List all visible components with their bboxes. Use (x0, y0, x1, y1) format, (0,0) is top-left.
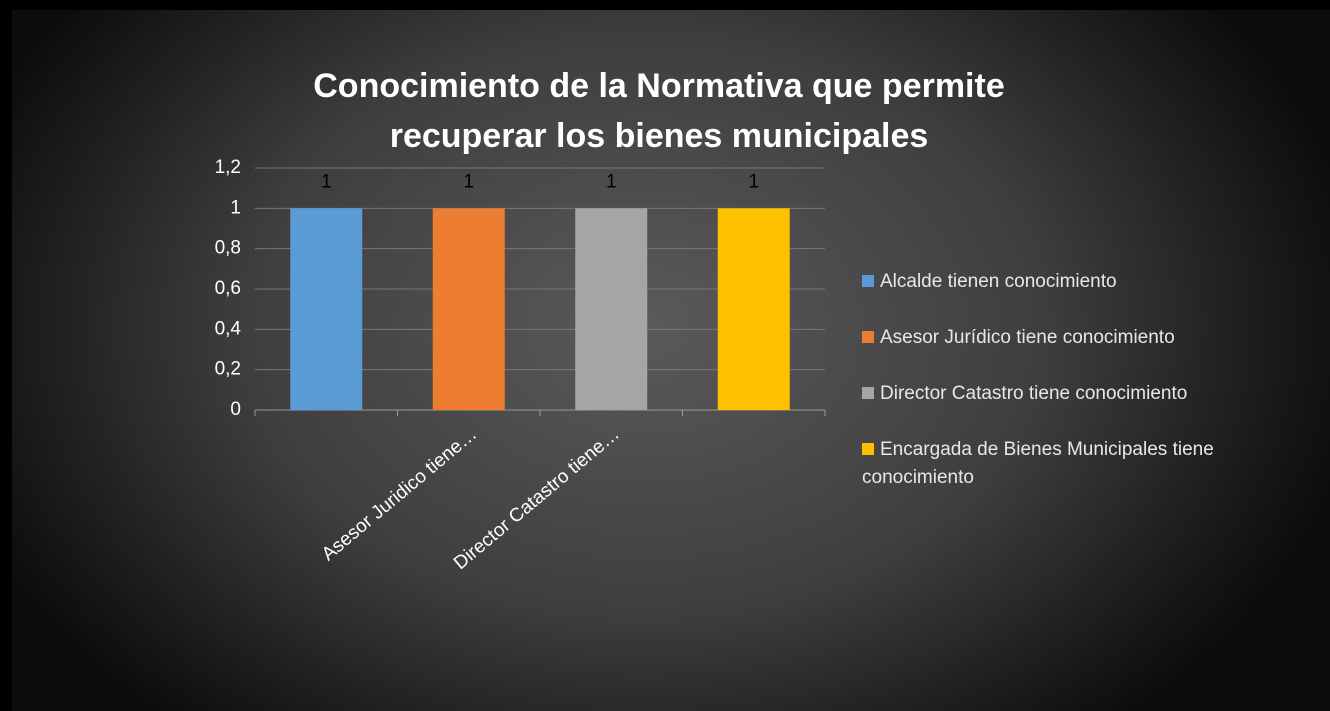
legend-swatch (862, 443, 874, 455)
chart: Conocimiento de la Normativa que permite… (12, 10, 1330, 711)
bar (575, 208, 648, 410)
y-tick-label: 1,2 (215, 157, 241, 178)
bar (717, 208, 790, 410)
y-tick-label: 1 (230, 197, 241, 218)
legend-item: Director Catastro tiene conocimiento (862, 380, 1232, 408)
legend-label: Alcalde tienen conocimiento (880, 271, 1117, 292)
bar (290, 208, 363, 410)
legend-label: Asesor Jurídico tiene conocimiento (880, 327, 1175, 348)
y-tick-label: 0,6 (215, 278, 241, 299)
legend-swatch (862, 331, 874, 343)
chart-title: Conocimiento de la Normativa que permite… (313, 67, 1004, 155)
y-tick-label: 0,4 (215, 318, 242, 339)
plot: Conocimiento de la Normativa que permite… (215, 67, 1005, 574)
legend-swatch (862, 387, 874, 399)
y-tick-label: 0,8 (215, 238, 241, 259)
legend: Alcalde tienen conocimiento Asesor Jurídi… (862, 268, 1232, 520)
data-label: 1 (321, 171, 332, 192)
y-tick-label: 0,2 (215, 359, 241, 380)
x-tick-label: Asesor Juridico tiene… (318, 424, 481, 566)
legend-swatch (862, 275, 874, 287)
data-label: 1 (606, 171, 617, 192)
bar (432, 208, 505, 410)
y-tick-label: 0 (230, 399, 241, 420)
legend-item: Asesor Jurídico tiene conocimiento (862, 324, 1232, 352)
legend-label: Encargada de Bienes Municipales tiene co… (862, 439, 1214, 488)
legend-item: Encargada de Bienes Municipales tiene co… (862, 436, 1232, 492)
x-tick-label: Director Catastro tiene… (450, 424, 624, 574)
legend-item: Alcalde tienen conocimiento (862, 268, 1232, 296)
data-label: 1 (463, 171, 474, 192)
data-label: 1 (748, 171, 759, 192)
legend-label: Director Catastro tiene conocimiento (880, 383, 1188, 404)
